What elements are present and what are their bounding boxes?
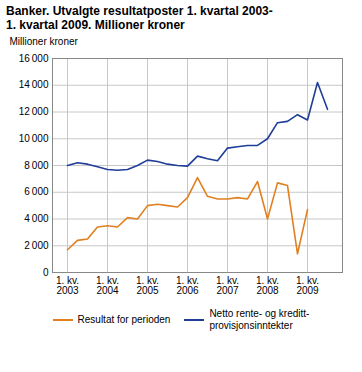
svg-text:12 000: 12 000 bbox=[19, 106, 49, 117]
svg-text:1. kv.2005: 1. kv.2005 bbox=[136, 275, 159, 296]
svg-text:Millioner kroner: Millioner kroner bbox=[10, 36, 79, 47]
svg-text:1. kv.2009: 1. kv.2009 bbox=[296, 275, 319, 296]
svg-text:14 000: 14 000 bbox=[19, 79, 49, 90]
svg-text:6 000: 6 000 bbox=[24, 186, 49, 197]
svg-text:2 000: 2 000 bbox=[24, 240, 49, 251]
svg-text:8 000: 8 000 bbox=[24, 160, 49, 171]
svg-text:10 000: 10 000 bbox=[19, 133, 49, 144]
html-text:Resultat for perioden: Resultat for perioden bbox=[77, 314, 171, 325]
svg-text:1. kv.2007: 1. kv.2007 bbox=[216, 275, 239, 296]
svg-text:1. kv.2003: 1. kv.2003 bbox=[56, 275, 79, 296]
svg-text:0: 0 bbox=[43, 267, 49, 278]
svg-text:1. kv.2006: 1. kv.2006 bbox=[176, 275, 199, 296]
html-text:Banker. Utvalgte resultatposte: Banker. Utvalgte resultatposter 1. kvart… bbox=[6, 4, 273, 32]
svg-text:1. kv.2004: 1. kv.2004 bbox=[96, 275, 119, 296]
svg-text:1. kv.2008: 1. kv.2008 bbox=[256, 275, 279, 296]
svg-text:16 000: 16 000 bbox=[19, 53, 49, 64]
svg-text:4 000: 4 000 bbox=[24, 213, 49, 224]
html-text:Netto rente- og kreditt- provi: Netto rente- og kreditt- provisjonsinnte… bbox=[209, 308, 310, 331]
